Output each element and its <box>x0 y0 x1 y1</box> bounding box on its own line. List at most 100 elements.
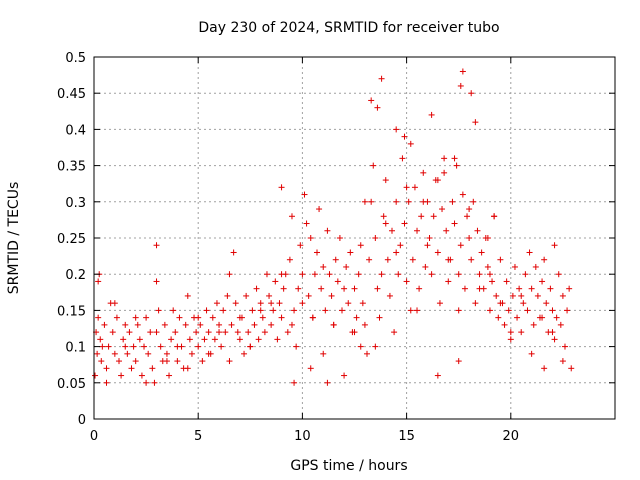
data-point <box>230 249 237 256</box>
data-point <box>476 271 483 278</box>
data-point <box>220 307 227 314</box>
data-point <box>382 220 389 227</box>
data-point <box>466 235 473 241</box>
data-point <box>132 314 139 321</box>
data-point <box>528 350 535 357</box>
data-point <box>528 285 535 292</box>
data-point <box>176 314 183 321</box>
data-point <box>216 321 223 328</box>
data-point <box>328 292 335 299</box>
data-point <box>461 285 468 292</box>
y-tick-label: 0.25 <box>57 232 86 247</box>
data-point <box>366 256 373 263</box>
data-point <box>555 271 562 278</box>
data-point <box>343 263 350 270</box>
data-point <box>109 329 116 336</box>
data-point <box>95 314 102 321</box>
data-point <box>161 321 168 328</box>
data-point <box>293 343 300 350</box>
data-point <box>372 343 379 350</box>
data-point <box>253 285 260 292</box>
data-point <box>553 314 560 321</box>
data-point <box>94 350 101 357</box>
data-point <box>274 336 281 343</box>
data-point <box>551 336 558 343</box>
data-point <box>411 184 418 191</box>
data-point <box>101 321 108 328</box>
data-point <box>370 162 377 169</box>
data-point <box>497 300 504 307</box>
data-point <box>299 300 306 307</box>
data-point <box>318 285 325 292</box>
data-point <box>501 321 508 328</box>
data-point <box>484 235 491 241</box>
data-point <box>118 372 125 379</box>
data-point <box>507 329 514 336</box>
data-point <box>224 292 231 299</box>
data-point <box>455 271 462 278</box>
data-point <box>549 329 556 336</box>
data-point <box>103 365 110 372</box>
data-point <box>539 314 546 321</box>
data-point <box>470 198 477 205</box>
data-point <box>111 300 118 307</box>
data-point <box>98 358 105 365</box>
data-point <box>518 329 525 336</box>
data-point <box>182 321 189 328</box>
data-point <box>326 271 333 278</box>
data-point <box>420 169 427 176</box>
data-point <box>92 372 99 379</box>
data-point <box>272 278 279 285</box>
data-point <box>436 300 443 307</box>
y-tick-label: 0 <box>78 413 86 428</box>
data-point <box>455 358 462 365</box>
data-point <box>232 300 239 307</box>
data-point <box>226 271 233 278</box>
data-point <box>393 249 400 256</box>
data-point <box>295 285 302 292</box>
data-point <box>401 220 408 227</box>
data-point <box>226 358 233 365</box>
data-point <box>99 343 106 350</box>
data-point <box>503 278 510 285</box>
data-point <box>414 227 421 234</box>
data-point <box>434 249 441 256</box>
data-point <box>472 119 479 126</box>
data-point <box>468 90 475 97</box>
data-point <box>141 343 148 350</box>
data-point <box>478 249 485 256</box>
data-point <box>361 321 368 328</box>
data-point <box>414 307 421 314</box>
data-point <box>255 336 262 343</box>
data-point <box>364 350 371 357</box>
data-point <box>278 271 285 278</box>
data-point <box>95 278 102 285</box>
data-point <box>222 329 229 336</box>
data-point <box>420 198 427 205</box>
data-point <box>428 111 435 118</box>
data-point <box>557 321 564 328</box>
data-points <box>92 68 575 386</box>
data-point <box>559 292 566 299</box>
data-point <box>534 292 541 299</box>
data-point <box>561 343 568 350</box>
grid-lines <box>94 57 615 419</box>
data-point <box>155 307 162 314</box>
data-point <box>426 235 433 241</box>
data-point <box>228 321 235 328</box>
data-point <box>174 343 181 350</box>
data-point <box>507 336 514 343</box>
data-point <box>368 198 375 205</box>
data-point <box>316 206 323 213</box>
data-point <box>380 213 387 220</box>
data-point <box>286 256 293 263</box>
data-point <box>541 256 548 263</box>
data-point <box>543 300 550 307</box>
data-point <box>132 358 139 365</box>
data-point <box>124 350 131 357</box>
data-point <box>445 256 452 263</box>
y-tick-label: 0.05 <box>57 377 86 392</box>
data-point <box>266 292 273 299</box>
data-point <box>184 365 191 372</box>
